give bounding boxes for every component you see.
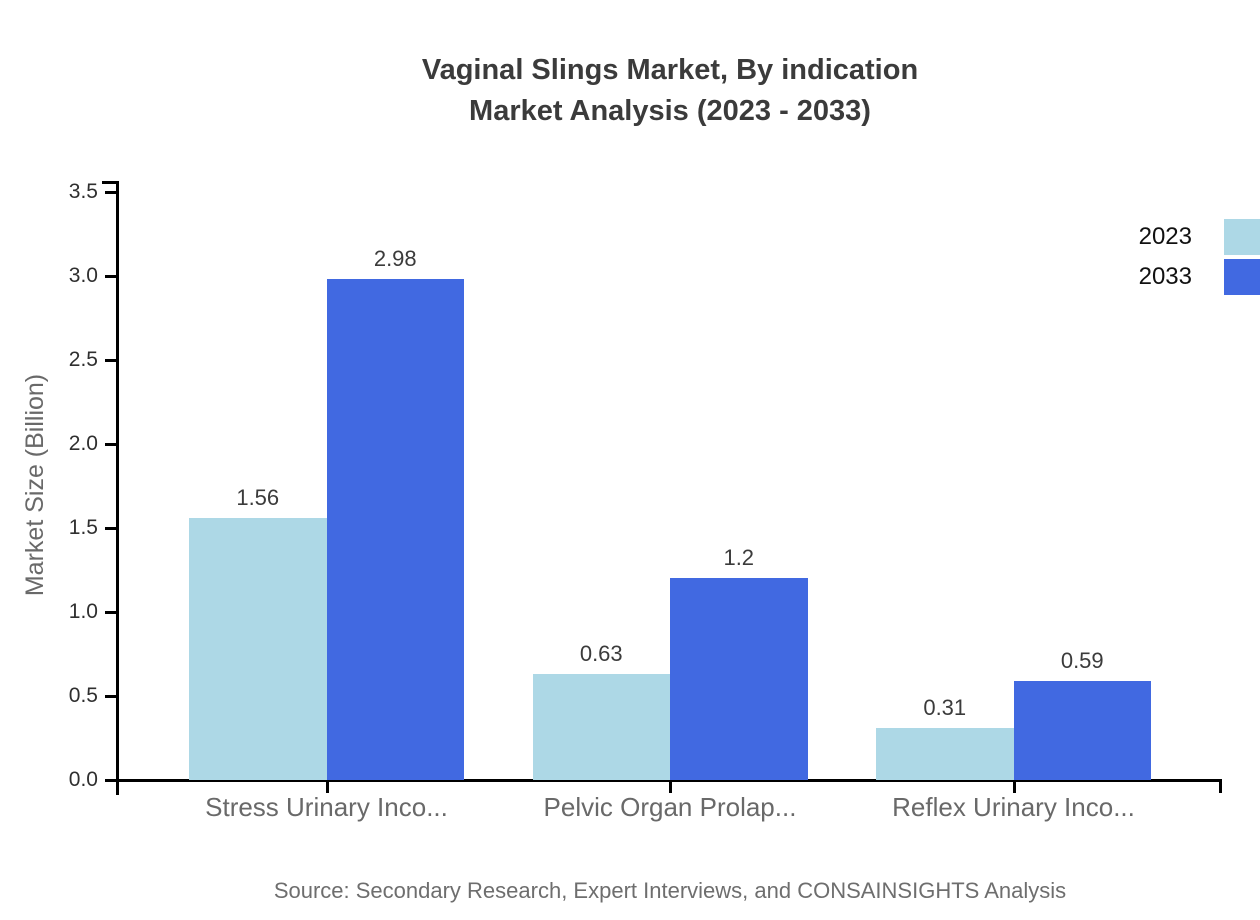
source-text: Source: Secondary Research, Expert Inter… xyxy=(273,878,1067,903)
x-category-label: Pelvic Organ Prolap... xyxy=(543,792,797,822)
y-tick-label: 0.0 xyxy=(68,768,98,791)
y-tick-label: 3.0 xyxy=(68,264,98,287)
bar-2023-2[interactable] xyxy=(876,727,1014,780)
y-tick-label: 3.5 xyxy=(68,180,98,203)
y-tick xyxy=(105,611,116,614)
x-category-label: Reflex Urinary Inco... xyxy=(892,792,1135,822)
y-tick xyxy=(105,443,116,446)
bar-value-label: 0.59 xyxy=(1060,647,1104,673)
x-tick xyxy=(325,781,329,793)
chart-title-line2: Market Analysis (2023 - 2033) xyxy=(469,95,871,127)
y-tick xyxy=(105,275,116,278)
bar-value-label: 1.2 xyxy=(723,545,755,571)
bar-2023-0[interactable] xyxy=(189,517,327,780)
y-tick-label: 0.5 xyxy=(68,684,98,707)
bar-value-label: 1.56 xyxy=(236,484,280,510)
y-tick xyxy=(105,695,116,698)
bar-2033-0[interactable] xyxy=(326,279,464,780)
x-axis-end-cap xyxy=(1219,780,1222,793)
bar-2033-2[interactable] xyxy=(1013,680,1151,780)
y-tick xyxy=(105,527,116,530)
y-axis-top-cap xyxy=(102,181,117,184)
chart-title: Vaginal Slings Market, By indication Mar… xyxy=(120,50,1220,132)
y-tick-label: 1.0 xyxy=(68,600,98,623)
y-tick xyxy=(105,191,116,194)
bar-value-label: 0.63 xyxy=(579,641,623,667)
x-tick xyxy=(1012,781,1016,793)
y-tick xyxy=(105,359,116,362)
bar-2033-1[interactable] xyxy=(670,578,808,780)
bar-value-label: 2.98 xyxy=(373,246,417,272)
y-tick-label: 2.5 xyxy=(68,348,98,371)
bar-value-label: 0.31 xyxy=(923,694,967,720)
x-tick xyxy=(669,781,672,793)
y-tick-label: 2.0 xyxy=(68,432,98,455)
y-tick-label: 1.5 xyxy=(68,516,98,539)
x-category-label: Stress Urinary Inco... xyxy=(205,792,448,822)
x-axis-line xyxy=(116,779,1222,782)
y-tick xyxy=(105,779,116,782)
bar-2023-1[interactable] xyxy=(532,674,670,780)
y-axis-line xyxy=(116,181,119,795)
chart-title-line1: Vaginal Slings Market, By indication xyxy=(421,54,919,86)
